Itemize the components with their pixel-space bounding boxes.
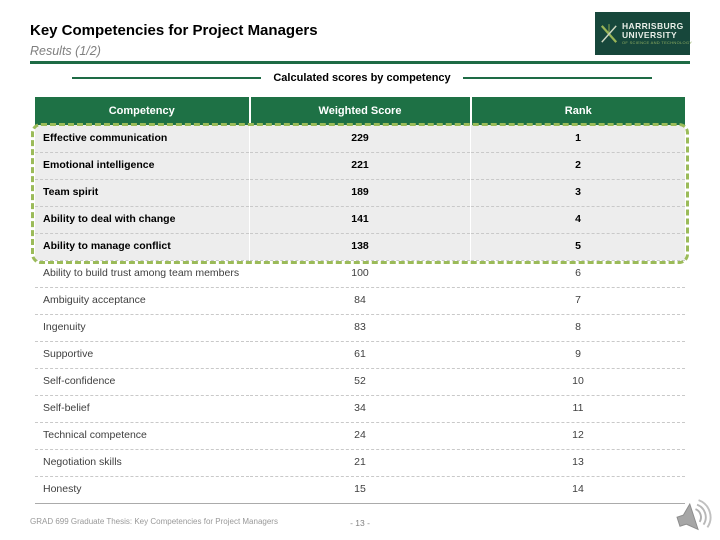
cell-rank: 7 bbox=[470, 286, 685, 314]
logo-line1: HARRISBURG bbox=[622, 21, 684, 31]
cell-competency: Emotional intelligence bbox=[35, 151, 250, 179]
cell-weighted-score: 61 bbox=[249, 340, 471, 368]
competency-table-wrap: Competency Weighted Score Rank Effective… bbox=[35, 97, 685, 504]
speaker-icon[interactable] bbox=[667, 491, 720, 540]
table-header-row: Competency Weighted Score Rank bbox=[35, 97, 685, 125]
cell-rank: 9 bbox=[470, 340, 685, 368]
competency-table: Competency Weighted Score Rank Effective… bbox=[35, 97, 685, 504]
logo-line2: UNIVERSITY bbox=[622, 29, 678, 40]
cell-competency: Effective communication bbox=[35, 125, 250, 152]
column-header-competency: Competency bbox=[35, 97, 250, 125]
cell-weighted-score: 83 bbox=[249, 313, 471, 341]
cell-weighted-score: 141 bbox=[249, 205, 471, 233]
table-row: Emotional intelligence 221 2 bbox=[35, 151, 685, 179]
table-row: Technical competence 24 12 bbox=[35, 421, 685, 449]
cell-competency: Ability to manage conflict bbox=[35, 232, 250, 260]
cell-rank: 12 bbox=[470, 421, 685, 449]
cell-weighted-score: 138 bbox=[249, 232, 471, 260]
cell-rank: 1 bbox=[470, 125, 685, 152]
cell-weighted-score: 34 bbox=[249, 394, 471, 422]
table-row: Ingenuity 83 8 bbox=[35, 313, 685, 341]
column-header-rank: Rank bbox=[469, 97, 685, 125]
cell-rank: 13 bbox=[470, 448, 685, 476]
cell-competency: Ambiguity acceptance bbox=[35, 286, 250, 314]
cell-weighted-score: 84 bbox=[249, 286, 471, 314]
cell-competency: Self-belief bbox=[35, 394, 250, 422]
cell-weighted-score: 24 bbox=[249, 421, 471, 449]
table-row: Honesty 15 14 bbox=[35, 475, 685, 504]
cell-rank: 11 bbox=[470, 394, 685, 422]
table-body: Effective communication 229 1 Emotional … bbox=[35, 125, 685, 504]
cell-competency: Team spirit bbox=[35, 178, 250, 206]
cell-rank: 6 bbox=[470, 259, 685, 287]
cell-weighted-score: 229 bbox=[249, 125, 471, 152]
cell-competency: Ability to build trust among team member… bbox=[35, 259, 250, 287]
page-title: Key Competencies for Project Managers bbox=[30, 22, 318, 39]
table-row: Ambiguity acceptance 84 7 bbox=[35, 286, 685, 314]
university-logo: HARRISBURG UNIVERSITY OF SCIENCE AND TEC… bbox=[595, 12, 692, 55]
column-header-weighted-score: Weighted Score bbox=[248, 97, 471, 125]
cell-competency: Self-confidence bbox=[35, 367, 250, 395]
table-row: Self-confidence 52 10 bbox=[35, 367, 685, 395]
table-row: Team spirit 189 3 bbox=[35, 178, 685, 206]
footer-text: GRAD 699 Graduate Thesis: Key Competenci… bbox=[30, 517, 278, 526]
cell-rank: 10 bbox=[470, 367, 685, 395]
cell-rank: 2 bbox=[470, 151, 685, 179]
heading-line-left bbox=[72, 77, 262, 79]
table-row: Negotiation skills 21 13 bbox=[35, 448, 685, 476]
table-row: Ability to deal with change 141 4 bbox=[35, 205, 685, 233]
logo-star-icon bbox=[600, 23, 618, 43]
cell-rank: 3 bbox=[470, 178, 685, 206]
cell-competency: Ingenuity bbox=[35, 313, 250, 341]
cell-rank: 14 bbox=[470, 475, 685, 504]
cell-competency: Technical competence bbox=[35, 421, 250, 449]
cell-rank: 8 bbox=[470, 313, 685, 341]
table-row: Ability to manage conflict 138 5 bbox=[35, 232, 685, 260]
cell-weighted-score: 15 bbox=[249, 475, 471, 504]
cell-weighted-score: 221 bbox=[249, 151, 471, 179]
table-row: Effective communication 229 1 bbox=[35, 125, 685, 152]
table-row: Supportive 61 9 bbox=[35, 340, 685, 368]
page-subtitle: Results (1/2) bbox=[30, 44, 101, 58]
cell-rank: 4 bbox=[470, 205, 685, 233]
cell-competency: Honesty bbox=[35, 475, 250, 504]
table-row: Ability to build trust among team member… bbox=[35, 259, 685, 287]
heading-line-right bbox=[462, 77, 653, 79]
title-divider bbox=[30, 61, 690, 64]
page-number: - 13 - bbox=[350, 518, 370, 528]
logo-text: HARRISBURG UNIVERSITY OF SCIENCE AND TEC… bbox=[622, 22, 692, 45]
section-heading: Calculated scores by competency bbox=[72, 72, 653, 84]
section-heading-label: Calculated scores by competency bbox=[273, 72, 451, 84]
cell-weighted-score: 189 bbox=[249, 178, 471, 206]
cell-competency: Supportive bbox=[35, 340, 250, 368]
cell-weighted-score: 52 bbox=[249, 367, 471, 395]
cell-weighted-score: 21 bbox=[249, 448, 471, 476]
table-row: Self-belief 34 11 bbox=[35, 394, 685, 422]
cell-competency: Negotiation skills bbox=[35, 448, 250, 476]
cell-competency: Ability to deal with change bbox=[35, 205, 250, 233]
cell-rank: 5 bbox=[470, 232, 685, 260]
cell-weighted-score: 100 bbox=[249, 259, 471, 287]
logo-tagline: OF SCIENCE AND TECHNOLOGY bbox=[622, 40, 693, 45]
